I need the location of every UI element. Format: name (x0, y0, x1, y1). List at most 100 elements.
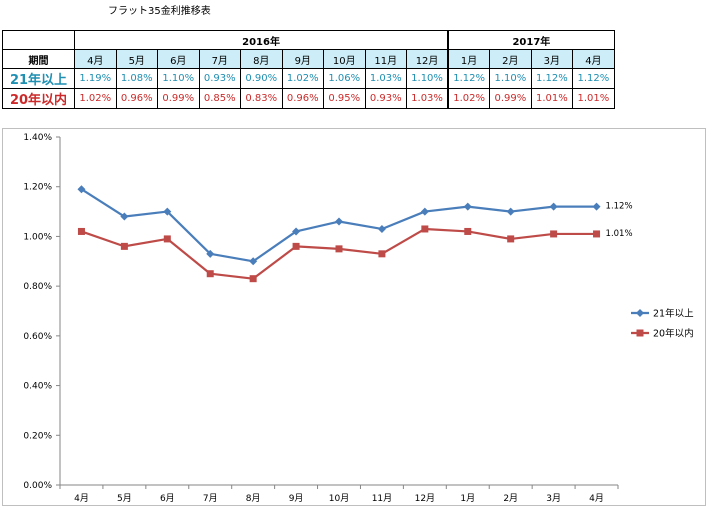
data-point (249, 275, 257, 283)
y-tick-label: 0.60% (23, 332, 52, 342)
x-tick-label: 4月 (589, 493, 604, 504)
rate-cell: 1.03% (364, 68, 407, 89)
rate-cell: 1.02% (281, 68, 324, 89)
data-point (163, 207, 172, 216)
data-point (420, 207, 429, 216)
month-header: 3月 (530, 49, 574, 69)
data-point (593, 230, 601, 238)
data-label: 1.01% (606, 229, 633, 239)
data-point (249, 257, 258, 266)
y-tick-label: 1.40% (23, 133, 52, 143)
rate-cell: 1.06% (323, 68, 366, 89)
month-header: 7月 (198, 49, 241, 69)
x-tick-label: 5月 (117, 493, 132, 504)
rate-cell: 0.90% (240, 68, 283, 89)
x-tick-label: 6月 (160, 493, 175, 504)
chart-area: 0.00% 0.20% 0.40% 0.60% 0.80% 1.00% 1.20% 1.40%… (2, 128, 706, 506)
data-point (507, 235, 515, 243)
line-chart: 0.00% 0.20% 0.40% 0.60% 0.80% 1.00% 1.20% 1.40%… (23, 133, 694, 504)
rate-cell: 1.08% (115, 68, 158, 89)
x-tick-label: 7月 (203, 493, 218, 504)
data-point (77, 185, 86, 194)
month-header: 6月 (157, 49, 200, 69)
period-header: 期間 (2, 49, 75, 69)
data-point (335, 217, 343, 226)
data-point (335, 245, 343, 253)
table-row: 21年以上 1.19% 1.08% 1.10% 0.93% 0.90% 1.02% 1.06%… (2, 68, 615, 89)
rate-cell: 1.02% (74, 88, 117, 109)
rate-cell: 1.10% (489, 68, 532, 89)
page-title: フラット35金利推移表 (108, 6, 211, 17)
rate-cell: 0.85% (198, 88, 241, 109)
rate-cell: 1.02% (447, 88, 491, 109)
month-header: 4月 (572, 49, 615, 69)
data-point (292, 242, 300, 250)
month-header: 11月 (364, 49, 407, 69)
y-tick-label: 0.00% (23, 481, 52, 491)
data-point (120, 212, 129, 221)
legend-marker (636, 309, 644, 317)
y-tick-label: 0.40% (23, 382, 52, 392)
x-tick-label: 1月 (460, 493, 475, 504)
data-point (421, 225, 429, 233)
y-tick-label: 0.80% (23, 282, 52, 292)
data-point (592, 202, 601, 211)
rate-cell: 1.12% (572, 68, 615, 89)
data-point (506, 207, 515, 216)
legend-marker (636, 329, 644, 337)
month-header: 8月 (240, 49, 283, 69)
year-header: 2017年 (447, 30, 615, 50)
x-tick-label: 4月 (74, 493, 89, 504)
rate-cell: 1.01% (572, 88, 615, 109)
month-header: 5月 (115, 49, 158, 69)
table-row: 20年以内 1.02% 0.96% 0.99% 0.85% 0.83% 0.96% 0.95%… (2, 88, 615, 109)
data-point (206, 270, 214, 278)
x-tick-label: 8月 (246, 493, 261, 504)
month-header: 12月 (406, 49, 449, 69)
month-header: 9月 (281, 49, 324, 69)
rate-cell: 1.12% (447, 68, 491, 89)
x-tick-label: 11月 (372, 493, 392, 504)
row-label: 21年以上 (2, 68, 75, 89)
data-point (550, 230, 558, 238)
rate-cell: 0.99% (157, 88, 200, 109)
rate-cell: 1.10% (406, 68, 449, 89)
x-tick-label: 3月 (546, 493, 561, 504)
x-tick-label: 10月 (329, 493, 349, 504)
y-tick-label: 1.20% (23, 183, 52, 193)
data-point (464, 227, 472, 235)
data-point (206, 249, 215, 258)
y-tick-label: 1.00% (23, 232, 52, 242)
rate-cell: 0.83% (240, 88, 283, 109)
year-header: 2016年 (74, 30, 449, 50)
year-header (2, 30, 75, 50)
legend-label: 21年以上 (653, 308, 694, 320)
legend-label: 20年以内 (653, 328, 694, 340)
series-line (81, 227, 597, 280)
month-header: 1月 (447, 49, 491, 69)
rate-cell: 1.19% (74, 68, 117, 89)
rate-cell: 1.10% (157, 68, 200, 89)
month-header: 2月 (489, 49, 532, 69)
data-point (163, 235, 171, 243)
month-header: 4月 (74, 49, 117, 69)
row-label: 20年以内 (2, 88, 75, 109)
x-tick-label: 9月 (289, 493, 304, 504)
rate-cell: 1.01% (530, 88, 574, 109)
data-point (463, 202, 472, 211)
month-header: 10月 (323, 49, 366, 69)
data-point (549, 202, 558, 211)
rate-cell: 1.12% (530, 68, 574, 89)
rate-cell: 0.95% (323, 88, 366, 109)
rate-cell: 0.96% (281, 88, 324, 109)
data-point (292, 227, 301, 236)
x-tick-label: 12月 (415, 493, 435, 504)
rate-cell: 0.96% (115, 88, 158, 109)
data-point (377, 224, 386, 233)
data-label: 1.12% (606, 202, 633, 212)
rate-cell: 0.99% (489, 88, 532, 109)
data-point (378, 250, 386, 258)
rate-cell: 0.93% (198, 68, 241, 89)
data-point (77, 227, 85, 235)
rate-cell: 1.03% (406, 88, 449, 109)
